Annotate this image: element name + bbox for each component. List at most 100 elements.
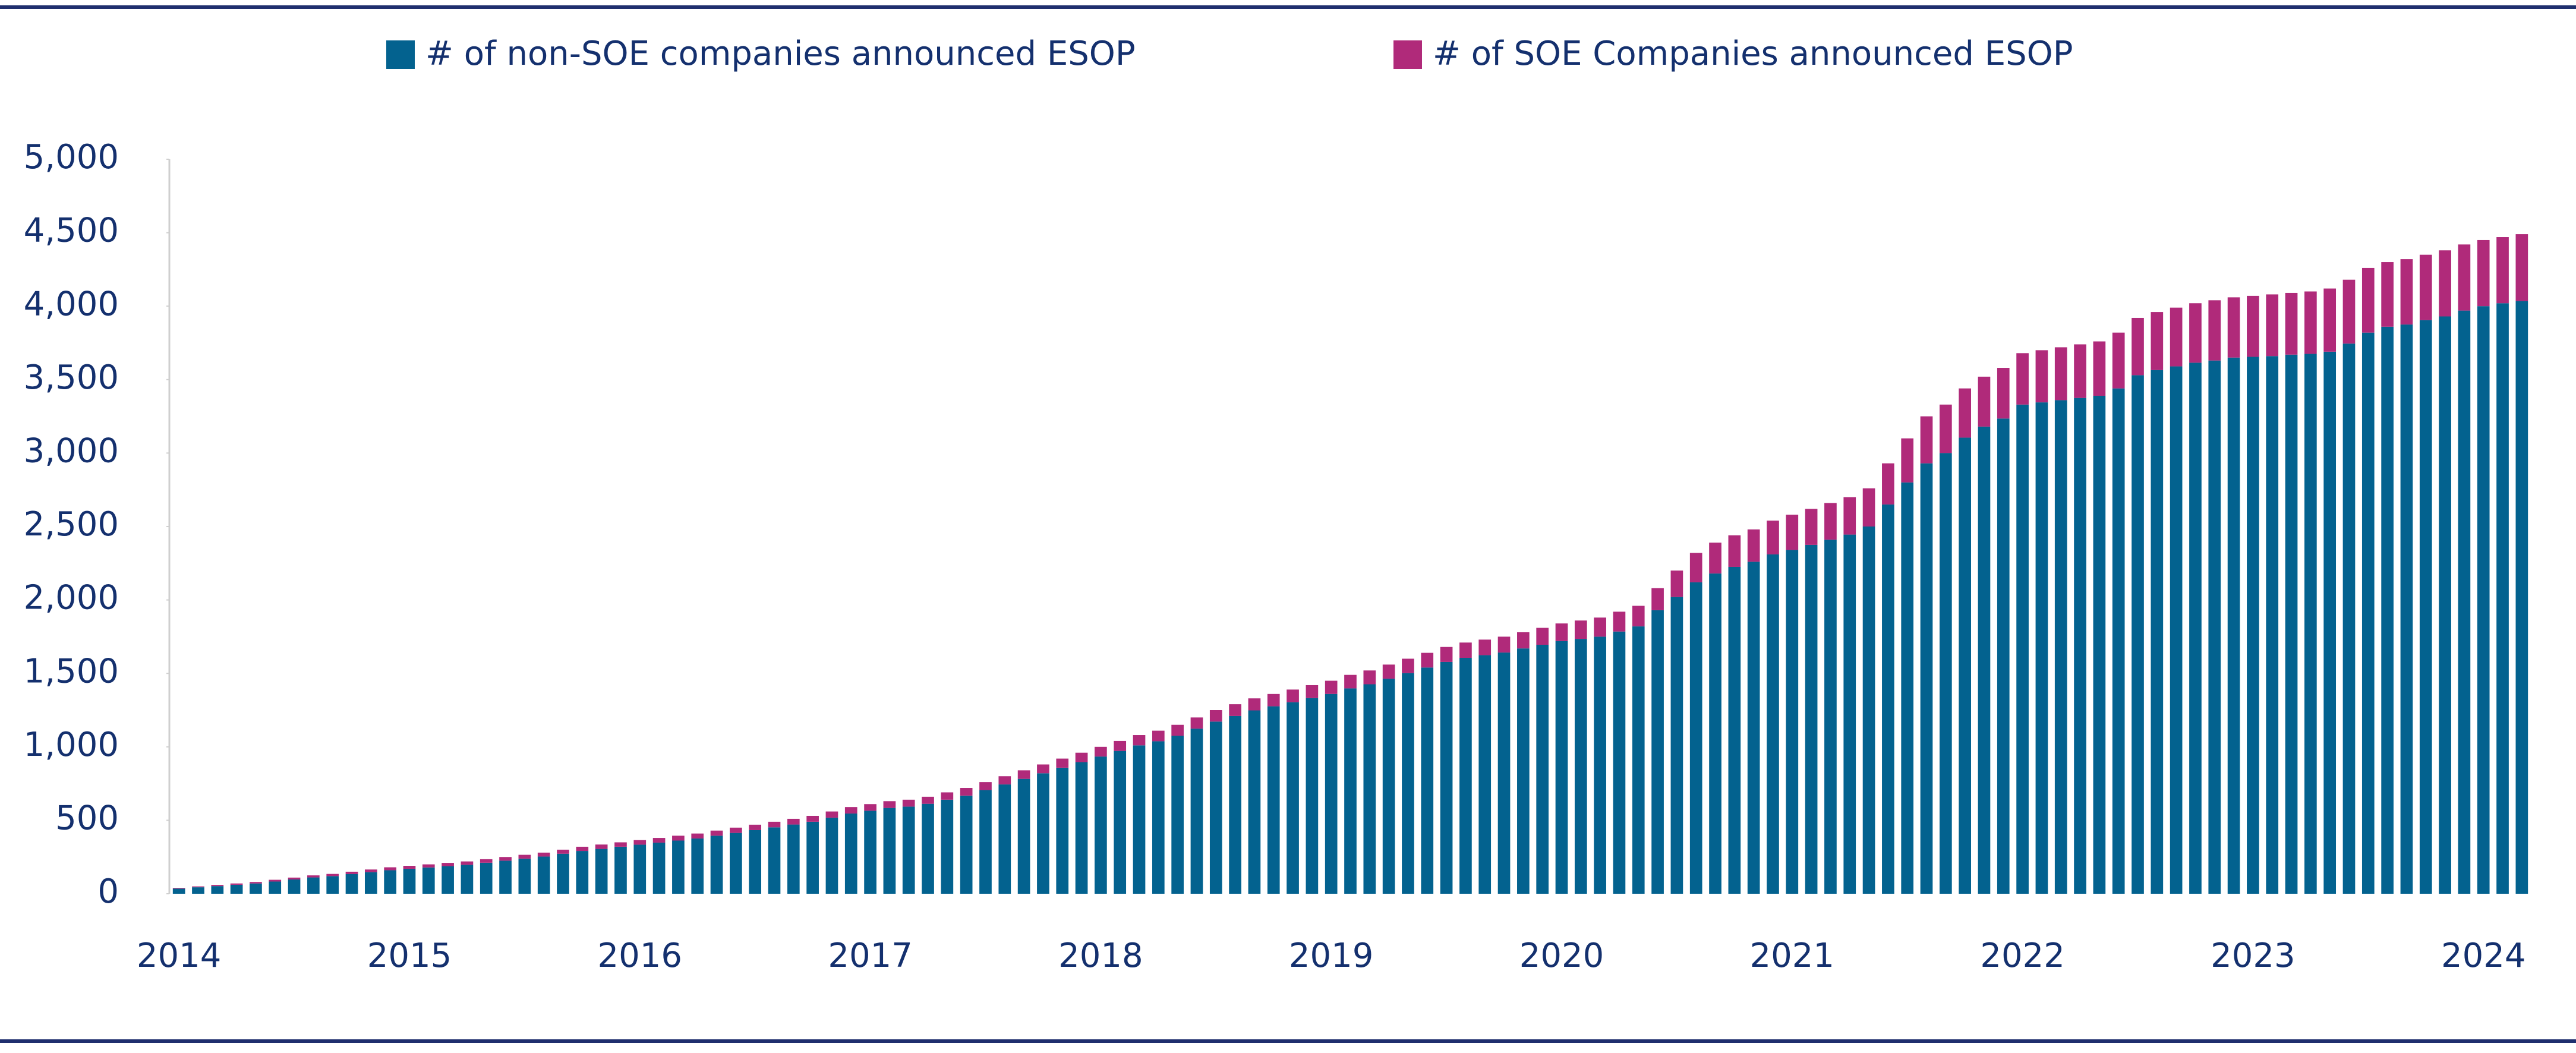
x-tick-label: 2015 <box>367 937 452 975</box>
bar-segment <box>1114 740 1127 751</box>
bar-segment <box>2112 332 2125 389</box>
bar-segment <box>2016 404 2029 894</box>
bar-segment <box>1095 746 1107 757</box>
bar-segment <box>2266 356 2279 894</box>
bar-segment <box>1709 573 1721 894</box>
bar-segment <box>2361 332 2375 894</box>
bar-segment <box>2189 303 2202 363</box>
bar-segment <box>902 806 915 894</box>
bar-segment <box>2074 398 2086 894</box>
bar-segment <box>403 868 416 894</box>
bar-segment <box>307 877 320 894</box>
bar-segment <box>1786 550 1799 894</box>
bar-segment <box>461 861 474 865</box>
bar-segment <box>211 885 224 887</box>
bar-segment <box>1075 752 1088 762</box>
bar-segment <box>364 869 377 872</box>
bar-segment <box>1767 554 1779 894</box>
bar-segment <box>2439 316 2451 894</box>
bar-segment <box>1325 680 1338 694</box>
bar-segment <box>1978 376 1991 427</box>
bar-segment <box>326 876 339 894</box>
bar-segment <box>2112 388 2125 894</box>
bar-segment <box>2227 297 2240 358</box>
bar-segment <box>633 844 647 894</box>
bar-segment <box>2439 250 2451 317</box>
bar-segment <box>1805 544 1818 894</box>
bar-segment <box>1190 729 1203 894</box>
bar-segment <box>1689 553 1702 582</box>
bar-segment <box>1536 644 1549 894</box>
bar-segment <box>2035 402 2048 894</box>
bar-segment <box>1555 641 1568 894</box>
bar-segment <box>1056 758 1069 768</box>
bar-segment <box>250 883 262 894</box>
bar-segment <box>1478 655 1492 894</box>
bar-segment <box>1287 689 1299 702</box>
y-tick-label: 2,000 <box>24 579 119 617</box>
bar-segment <box>2496 303 2509 894</box>
bar-segment <box>979 782 992 790</box>
bar-segment <box>614 846 627 894</box>
bar-segment <box>518 858 531 894</box>
bar-segment <box>1209 710 1222 722</box>
bar-segment <box>422 867 435 894</box>
bar-segment <box>1267 706 1280 894</box>
bar-segment <box>1997 418 2010 894</box>
bar-segment <box>1747 562 1760 894</box>
bar-segment <box>844 807 857 814</box>
bar-segment <box>307 875 320 878</box>
bar-segment <box>2132 375 2144 894</box>
bar-segment <box>2247 295 2259 357</box>
bar-segment <box>1670 570 1683 597</box>
bar-segment <box>1421 667 1434 894</box>
bar-segment <box>1574 620 1587 639</box>
bar-segment <box>1402 658 1414 673</box>
bar-segment <box>403 866 416 869</box>
x-tick-label: 2023 <box>2211 937 2296 975</box>
bar-segment <box>557 849 569 854</box>
bar-segment <box>1325 693 1338 894</box>
bar-segment <box>1594 617 1606 637</box>
bar-segment <box>1651 588 1664 610</box>
bar-segment <box>652 838 666 843</box>
bar-segment <box>192 887 204 894</box>
bar-segment <box>2515 301 2528 894</box>
bar-segment <box>2132 317 2144 376</box>
bar-segment <box>230 883 243 885</box>
bar-segment <box>2323 288 2337 352</box>
bar-segment <box>250 882 262 884</box>
bar-segment <box>1882 504 1894 894</box>
bar-segment <box>1939 453 1952 894</box>
bar-segment <box>1133 745 1146 894</box>
bar-segment <box>557 853 569 894</box>
bar-segment <box>1805 509 1818 545</box>
y-tick-label: 2,500 <box>24 505 119 544</box>
y-tick-label: 4,500 <box>24 212 119 250</box>
bar-segment <box>922 803 934 894</box>
bar-segment <box>518 855 531 859</box>
bar-segment <box>345 874 358 894</box>
bar-segment <box>1459 642 1472 658</box>
x-tick-label: 2016 <box>598 937 683 975</box>
bar-segment <box>2266 294 2279 357</box>
bar-segment <box>461 865 474 894</box>
bar-segment <box>2458 244 2471 311</box>
bar-segment <box>2477 306 2490 894</box>
bar-segment <box>2189 362 2202 894</box>
bar-segment <box>960 795 973 894</box>
bar-segment <box>787 818 800 825</box>
bar-segment <box>1382 664 1395 679</box>
bar-segment <box>1440 661 1453 894</box>
bar-segment <box>1959 437 1971 894</box>
bar-segment <box>2247 357 2259 894</box>
bar-segment <box>2054 347 2067 401</box>
bar-segment <box>998 776 1011 785</box>
bar-segment <box>864 811 876 894</box>
bar-segment <box>422 864 435 868</box>
bar-segment <box>2304 291 2317 354</box>
bar-segment <box>1728 535 1741 567</box>
bar-segment <box>1613 631 1626 894</box>
bar-segment <box>883 801 896 808</box>
bar-segment <box>576 846 589 852</box>
